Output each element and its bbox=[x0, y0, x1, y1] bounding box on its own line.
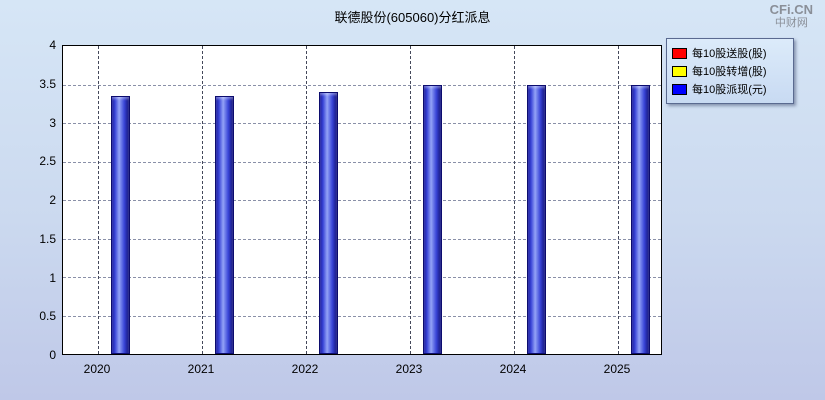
legend-label: 每10股派现(元) bbox=[692, 84, 767, 96]
watermark-brand: CFi.CN bbox=[769, 2, 813, 17]
grid-vline bbox=[306, 46, 307, 354]
grid-hline bbox=[63, 200, 661, 201]
y-tick-label: 0 bbox=[49, 348, 56, 362]
grid-vline bbox=[514, 46, 515, 354]
chart-title: 联德股份(605060)分红派息 bbox=[334, 10, 491, 25]
y-tick-label: 3 bbox=[49, 115, 56, 130]
grid-hline bbox=[63, 84, 661, 86]
grid-hline bbox=[63, 123, 661, 124]
y-tick-label: 1 bbox=[49, 270, 56, 285]
bar bbox=[631, 84, 650, 354]
x-tick-label: 2023 bbox=[395, 362, 423, 376]
grid-hline bbox=[63, 238, 661, 240]
bar bbox=[423, 84, 442, 354]
y-tick-label: 2.5 bbox=[39, 154, 56, 169]
grid-vline bbox=[618, 46, 619, 354]
bar bbox=[319, 92, 338, 354]
legend-label: 每10股送股(股) bbox=[692, 48, 767, 60]
legend: 每10股送股(股) 每10股转增(股) 每10股派现(元) bbox=[666, 38, 794, 104]
y-tick-label: 3.5 bbox=[39, 76, 56, 91]
legend-swatch-icon bbox=[672, 83, 687, 95]
x-tick-label: 2024 bbox=[499, 362, 527, 376]
grid-vline bbox=[202, 46, 203, 354]
grid-hline bbox=[63, 315, 661, 317]
bar bbox=[527, 84, 546, 354]
y-tick-label: 1.5 bbox=[39, 231, 56, 246]
watermark: CFi.CN 中财网 bbox=[769, 2, 813, 30]
legend-label: 每10股转增(股) bbox=[692, 66, 767, 78]
legend-item: 每10股转增(股) bbox=[672, 63, 788, 79]
bar bbox=[215, 96, 234, 354]
bar bbox=[111, 96, 130, 354]
y-tick-label: 4 bbox=[49, 38, 56, 52]
x-tick-label: 2021 bbox=[187, 362, 215, 376]
x-tick-label: 2020 bbox=[83, 362, 111, 376]
grid-hline bbox=[63, 277, 661, 278]
legend-swatch-icon bbox=[672, 65, 687, 77]
y-tick-label: 2 bbox=[49, 193, 56, 207]
legend-swatch-icon bbox=[672, 47, 687, 59]
grid-hline bbox=[63, 161, 661, 163]
legend-item: 每10股派现(元) bbox=[672, 81, 788, 97]
grid-vline bbox=[98, 46, 99, 354]
x-tick-label: 2025 bbox=[603, 362, 631, 376]
y-tick-label: 0.5 bbox=[39, 309, 56, 324]
watermark-sub: 中财网 bbox=[774, 17, 808, 30]
plot-area bbox=[62, 45, 662, 355]
x-tick-label: 2022 bbox=[291, 362, 319, 376]
grid-vline bbox=[410, 46, 411, 354]
legend-item: 每10股送股(股) bbox=[672, 45, 788, 61]
